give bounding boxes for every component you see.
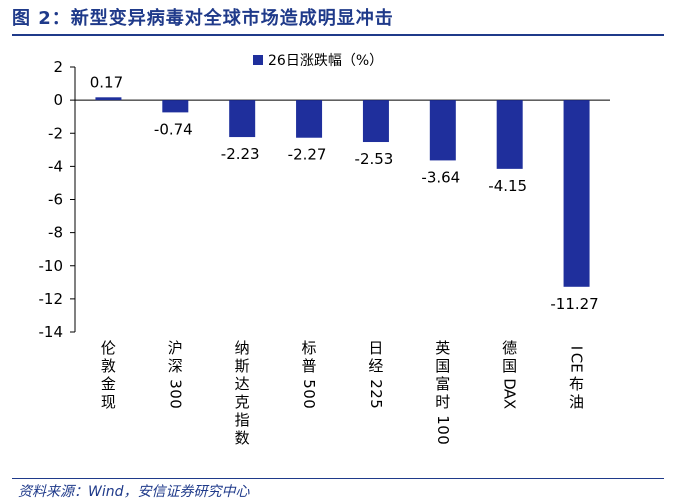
data-label: -2.23 xyxy=(221,145,260,163)
bar xyxy=(95,97,122,101)
title-rule xyxy=(12,34,664,36)
category-char: 标 xyxy=(302,339,317,357)
source-note: 资料来源：Wind，安信证券研究中心 xyxy=(18,484,250,500)
data-label: -3.64 xyxy=(421,168,460,186)
category-char: 达 xyxy=(235,375,250,393)
category-char: 数 xyxy=(235,429,250,447)
category-char: 纳 xyxy=(235,339,250,357)
category-char: 布 xyxy=(569,375,584,393)
category-char: 国 xyxy=(502,357,517,375)
data-label: -11.27 xyxy=(550,295,598,313)
legend-swatch xyxy=(253,55,263,65)
category-char: 时 xyxy=(435,393,450,411)
source-rule xyxy=(12,478,664,479)
category-labels: 伦敦金现沪深300纳斯达克指数标普500日经225英国富时100德国DAXICE… xyxy=(101,339,586,447)
y-tick-label: -2 xyxy=(48,124,63,142)
figure-title: 图 2：新型变异病毒对全球市场造成明显冲击 xyxy=(12,8,394,29)
category-char: 5 xyxy=(300,379,318,389)
category-char: 富 xyxy=(435,375,450,393)
category-char: 克 xyxy=(235,393,250,411)
category-char: 德 xyxy=(502,339,517,357)
category-char: 2 xyxy=(367,379,385,389)
category-char: 0 xyxy=(166,399,184,409)
category-char: 深 xyxy=(168,357,183,375)
category-char: A xyxy=(501,389,519,400)
category-char: 金 xyxy=(101,375,116,393)
data-label: -2.53 xyxy=(355,150,394,168)
category-char: 0 xyxy=(300,399,318,409)
category-char: 经 xyxy=(368,357,383,375)
category-char: 0 xyxy=(434,425,452,435)
bar xyxy=(296,100,323,138)
y-tick-label: -4 xyxy=(48,157,63,175)
category-char: 0 xyxy=(434,435,452,445)
y-tick-label: 0 xyxy=(53,91,63,109)
y-axis: 2 0 -2 -4 -6 -8 -10 -12 -14 xyxy=(39,58,610,341)
legend: 26日涨跌幅（%） xyxy=(253,53,383,69)
category-char: 斯 xyxy=(235,357,250,375)
data-label: 0.17 xyxy=(90,73,123,91)
bar-chart: 2 0 -2 -4 -6 -8 -10 -12 -14 0.17 -0.74 -2.23 -2.27 -… xyxy=(39,53,610,447)
bar xyxy=(362,100,389,143)
category-char: 英 xyxy=(435,339,450,357)
bar xyxy=(496,100,523,169)
bar xyxy=(162,100,189,113)
category-char: C xyxy=(568,353,586,363)
category-char: 伦 xyxy=(101,339,116,357)
category-char: 普 xyxy=(302,357,317,375)
category-char: 3 xyxy=(166,379,184,389)
category-char: D xyxy=(501,378,519,390)
category-char: 5 xyxy=(367,399,385,409)
y-tick-label: -14 xyxy=(39,323,64,341)
y-tick-label: -6 xyxy=(48,191,63,209)
category-char: 沪 xyxy=(168,339,183,357)
bar xyxy=(429,100,456,161)
category-char: 1 xyxy=(434,415,452,425)
category-char: I xyxy=(568,346,586,350)
bars xyxy=(95,97,590,287)
data-label: -4.15 xyxy=(488,177,527,195)
data-label: -0.74 xyxy=(154,120,193,138)
category-char: 0 xyxy=(166,389,184,399)
category-char: 国 xyxy=(435,357,450,375)
bar xyxy=(563,100,590,287)
category-char: 敦 xyxy=(101,357,116,375)
data-labels: 0.17 -0.74 -2.23 -2.27 -2.53 -3.64 -4.15 -11.27 xyxy=(90,73,599,312)
y-tick-label: -12 xyxy=(39,290,64,308)
data-label: -2.27 xyxy=(288,146,327,164)
category-char: X xyxy=(501,399,519,409)
y-tick-label: 2 xyxy=(53,58,63,76)
bar xyxy=(229,100,256,138)
category-char: 指 xyxy=(235,411,250,429)
category-char: 现 xyxy=(101,393,116,411)
category-char: 日 xyxy=(368,339,383,357)
category-char: E xyxy=(568,363,586,372)
category-char: 0 xyxy=(300,389,318,399)
y-tick-label: -10 xyxy=(39,257,64,275)
category-char: 2 xyxy=(367,389,385,399)
y-tick-label: -8 xyxy=(48,224,63,242)
category-char: 油 xyxy=(569,393,584,411)
legend-label: 26日涨跌幅（%） xyxy=(268,53,383,69)
